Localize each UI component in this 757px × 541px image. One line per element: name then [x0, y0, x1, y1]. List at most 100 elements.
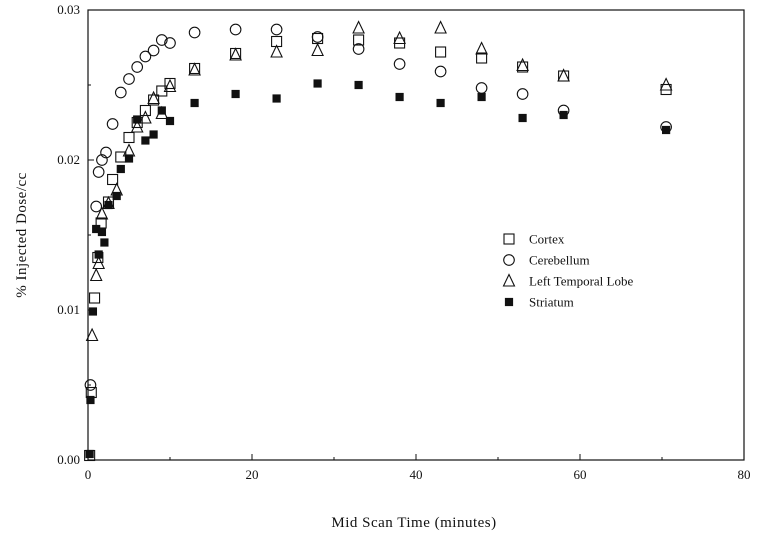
data-point [85, 327, 99, 342]
data-point [116, 164, 125, 174]
data-point [84, 379, 97, 391]
data-point [163, 78, 177, 93]
x-axis-title: Mid Scan Time (minutes) [331, 515, 496, 531]
data-point [107, 173, 119, 186]
x-tick-label: 40 [410, 467, 423, 482]
data-point [97, 227, 107, 237]
data-point [395, 92, 404, 102]
data-point [139, 50, 152, 63]
data-point [311, 42, 324, 57]
data-point [434, 65, 447, 78]
data-point [112, 191, 121, 201]
data-point [96, 154, 108, 166]
data-point [141, 136, 150, 145]
legend-marker [504, 297, 514, 307]
data-point [436, 98, 445, 108]
data-point [147, 44, 160, 57]
data-point [94, 250, 103, 259]
data-point [518, 113, 527, 123]
legend-label: Striatum [529, 295, 574, 310]
data-point [89, 267, 103, 282]
data-point [352, 43, 365, 55]
data-point [88, 307, 98, 316]
data-point [393, 58, 406, 70]
legend-item: Striatum [504, 295, 574, 310]
legend-item: Cerebellum [503, 253, 590, 268]
data-point [517, 61, 529, 73]
data-point [661, 125, 671, 135]
data-point [352, 20, 365, 34]
data-point [92, 255, 106, 270]
data-point [92, 166, 105, 178]
y-tick-label: 0.03 [57, 2, 80, 17]
plot-area [87, 9, 745, 461]
y-tick-label: 0.00 [57, 452, 80, 467]
data-point [85, 449, 94, 459]
data-point [114, 86, 127, 99]
legend-label: Left Temporal Lobe [529, 274, 633, 289]
data-point [131, 61, 144, 73]
data-point [164, 37, 176, 49]
x-tick-label: 0 [85, 467, 92, 482]
legend: Cortex Cerebellum Left Temporal Lobe Striat… [502, 232, 633, 310]
data-point [313, 79, 322, 88]
data-point [139, 104, 151, 117]
data-point [104, 200, 113, 210]
data-point [188, 26, 201, 39]
data-point [147, 90, 160, 105]
data-point [229, 23, 242, 36]
x-tick-label: 80 [738, 467, 751, 482]
series-cerebellum [84, 23, 672, 391]
data-point [354, 80, 363, 90]
data-point [100, 238, 109, 247]
data-point [122, 143, 136, 157]
legend-label: Cerebellum [529, 253, 590, 268]
x-axis: 0 20 40 60 80 [85, 454, 751, 482]
data-point [475, 82, 488, 94]
data-point [139, 110, 152, 124]
data-point [270, 44, 283, 58]
data-point [475, 41, 488, 55]
series-left-temporal-lobe [85, 20, 673, 342]
data-points [84, 20, 673, 462]
data-point [133, 115, 142, 124]
data-point [477, 92, 486, 102]
legend-marker [503, 254, 515, 266]
data-point [659, 77, 673, 91]
y-tick-label: 0.01 [57, 302, 80, 317]
y-axis-title: % Injected Dose/cc [14, 172, 30, 298]
data-point [559, 110, 568, 120]
data-point [149, 130, 158, 139]
data-point [272, 94, 281, 103]
data-point [124, 154, 134, 163]
data-point [229, 47, 242, 61]
legend-item: Cortex [503, 232, 565, 247]
data-point [516, 57, 529, 72]
data-point [89, 292, 101, 304]
series-striatum [85, 79, 671, 459]
data-point [435, 46, 447, 58]
data-point [100, 146, 112, 159]
data-point [155, 34, 168, 46]
data-point [231, 89, 240, 99]
x-tick-label: 20 [246, 467, 259, 482]
data-point [165, 116, 175, 126]
data-point [123, 73, 135, 85]
data-point [130, 119, 144, 133]
data-point [476, 52, 488, 64]
data-point [393, 30, 406, 45]
data-point [270, 23, 283, 36]
data-point [353, 34, 365, 46]
legend-item: Left Temporal Lobe [502, 273, 633, 289]
x-tick-label: 60 [574, 467, 587, 482]
series-cortex [84, 32, 672, 462]
y-tick-label: 0.02 [57, 152, 80, 167]
data-point [164, 77, 176, 90]
data-point [90, 200, 103, 213]
legend-marker [502, 273, 516, 287]
data-point [86, 395, 95, 405]
legend-marker [503, 233, 515, 245]
data-point [123, 131, 135, 144]
data-point [95, 206, 109, 220]
